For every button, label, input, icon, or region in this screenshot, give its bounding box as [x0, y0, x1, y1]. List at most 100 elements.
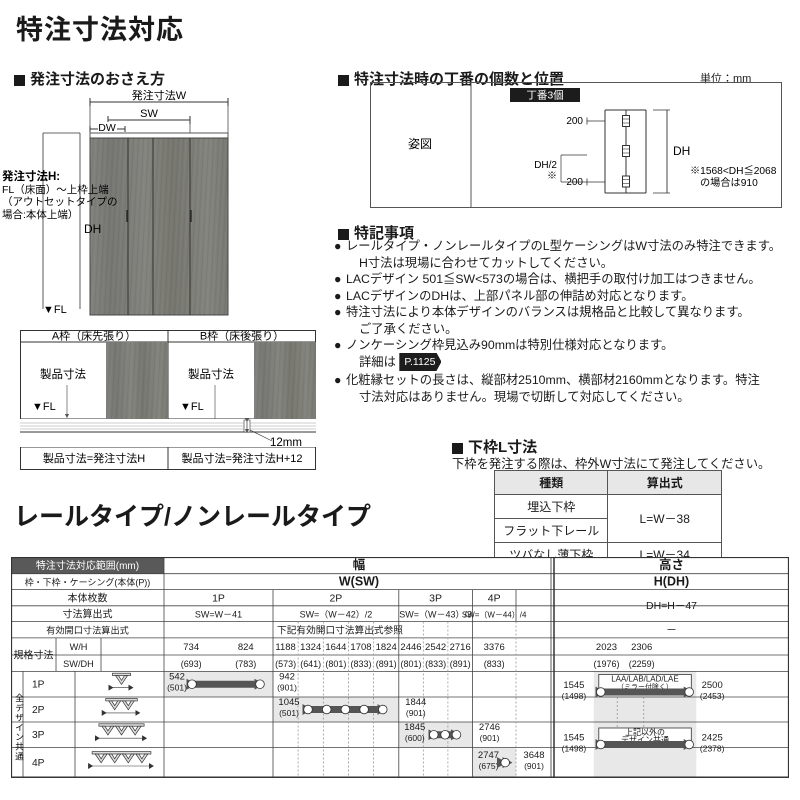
- svg-text:枠・下枠・ケーシング(本体(P)): 枠・下枠・ケーシング(本体(P)): [25, 576, 151, 587]
- svg-text:姿図: 姿図: [408, 137, 432, 151]
- svg-text:▼FL: ▼FL: [180, 401, 204, 413]
- svg-text:の場合は910: の場合は910: [700, 176, 758, 189]
- svg-text:W/H: W/H: [70, 642, 88, 652]
- svg-text:1545: 1545: [563, 680, 584, 691]
- svg-text:DH=H－47: DH=H－47: [646, 601, 697, 612]
- svg-text:3P: 3P: [429, 593, 442, 604]
- svg-text:(901): (901): [277, 683, 297, 693]
- svg-text:824: 824: [238, 642, 254, 653]
- svg-text:1708: 1708: [350, 642, 371, 653]
- svg-text:SW=（W－44）/4: SW=（W－44）/4: [462, 610, 527, 619]
- svg-text:▼FL: ▼FL: [32, 401, 56, 413]
- svg-text:1045: 1045: [278, 697, 299, 708]
- svg-text:(901): (901): [524, 761, 544, 771]
- svg-text:4P: 4P: [32, 758, 45, 769]
- svg-text:下記有効開口寸法算出式参照: 下記有効開口寸法算出式参照: [277, 623, 403, 636]
- svg-text:全デザイン共通: 全デザイン共通: [14, 692, 24, 761]
- svg-text:2P: 2P: [329, 593, 342, 604]
- svg-text:DW: DW: [98, 122, 116, 134]
- svg-text:(891): (891): [376, 659, 397, 669]
- svg-text:高さ: 高さ: [659, 557, 684, 572]
- svg-text:(833): (833): [425, 659, 446, 669]
- svg-text:542: 542: [169, 672, 185, 683]
- svg-text:－: －: [666, 624, 677, 636]
- svg-text:DH: DH: [84, 222, 101, 236]
- svg-text:1545: 1545: [563, 732, 584, 743]
- svg-text:(501): (501): [167, 683, 187, 693]
- svg-text:(573): (573): [275, 659, 296, 669]
- svg-text:(2259): (2259): [629, 659, 655, 669]
- svg-text:(891): (891): [450, 659, 471, 669]
- svg-text:(2453): (2453): [700, 691, 725, 701]
- svg-text:(1498): (1498): [562, 743, 587, 753]
- svg-text:LAA/LAB/LAD/LAE: LAA/LAB/LAD/LAE: [611, 674, 678, 683]
- svg-text:場合:本体上端）: 場合:本体上端）: [2, 208, 78, 221]
- svg-text:2542: 2542: [425, 642, 446, 653]
- svg-text:SW/DH: SW/DH: [63, 659, 94, 669]
- svg-text:※: ※: [547, 171, 557, 182]
- svg-text:(801): (801): [325, 659, 346, 669]
- svg-text:3648: 3648: [523, 750, 544, 761]
- svg-text:4P: 4P: [488, 593, 501, 604]
- svg-text:1324: 1324: [300, 642, 321, 653]
- svg-text:A枠（床先張り）: A枠（床先張り）: [52, 330, 136, 343]
- svg-text:(801): (801): [401, 659, 422, 669]
- svg-text:(2378): (2378): [700, 743, 725, 753]
- svg-text:SW=（W－42）/2: SW=（W－42）/2: [300, 609, 373, 619]
- svg-text:H(DH): H(DH): [654, 574, 689, 588]
- svg-text:2306: 2306: [631, 642, 652, 653]
- svg-text:丁番3個: 丁番3個: [526, 89, 563, 102]
- svg-text:SW: SW: [140, 108, 158, 120]
- svg-text:（アウトセットタイプの: （アウトセットタイプの: [2, 196, 118, 208]
- svg-text:製品寸法=発注寸法H: 製品寸法=発注寸法H: [43, 451, 145, 465]
- svg-text:2P: 2P: [32, 705, 45, 716]
- svg-text:12mm: 12mm: [270, 437, 302, 449]
- svg-text:(1976): (1976): [594, 659, 620, 669]
- svg-text:(641): (641): [300, 659, 321, 669]
- svg-text:※1568<DH≦2068: ※1568<DH≦2068: [690, 164, 777, 177]
- svg-text:200: 200: [566, 116, 583, 127]
- svg-text:▼FL: ▼FL: [43, 304, 67, 316]
- svg-text:(675): (675): [479, 761, 499, 771]
- svg-text:(833): (833): [351, 659, 372, 669]
- svg-text:(783): (783): [235, 659, 256, 669]
- svg-text:(901): (901): [480, 733, 500, 743]
- svg-text:(501): (501): [279, 708, 299, 718]
- svg-text:2500: 2500: [702, 680, 723, 691]
- svg-text:2446: 2446: [400, 642, 421, 653]
- svg-text:1P: 1P: [32, 680, 45, 691]
- svg-text:(693): (693): [181, 659, 202, 669]
- svg-text:(1498): (1498): [562, 691, 587, 701]
- svg-text:1644: 1644: [325, 642, 346, 653]
- svg-text:DH/2: DH/2: [534, 160, 557, 171]
- svg-text:(600): (600): [405, 733, 425, 743]
- svg-text:発注寸法H:: 発注寸法H:: [2, 169, 60, 183]
- svg-text:(901): (901): [406, 708, 426, 718]
- svg-text:2747: 2747: [478, 750, 499, 761]
- svg-text:製品寸法: 製品寸法: [188, 367, 234, 381]
- svg-text:幅: 幅: [353, 557, 365, 572]
- svg-text:FL（床面）～上枠上端: FL（床面）～上枠上端: [2, 183, 109, 196]
- svg-text:製品寸法: 製品寸法: [40, 367, 86, 381]
- svg-text:発注寸法W: 発注寸法W: [132, 90, 187, 102]
- svg-text:2023: 2023: [596, 642, 617, 653]
- svg-text:製品寸法=発注寸法H+12: 製品寸法=発注寸法H+12: [181, 451, 302, 465]
- svg-text:200: 200: [566, 177, 583, 188]
- svg-text:2716: 2716: [450, 642, 471, 653]
- svg-text:特注寸法対応範囲(mm): 特注寸法対応範囲(mm): [36, 559, 139, 572]
- svg-text:3376: 3376: [484, 642, 505, 653]
- svg-text:寸法算出式: 寸法算出式: [63, 607, 113, 620]
- svg-text:1P: 1P: [212, 593, 225, 604]
- svg-text:DH: DH: [673, 144, 690, 158]
- svg-text:734: 734: [183, 642, 199, 653]
- svg-text:1824: 1824: [376, 642, 397, 653]
- svg-text:規格寸法: 規格寸法: [14, 648, 54, 661]
- svg-text:2425: 2425: [702, 732, 723, 743]
- svg-text:2746: 2746: [479, 722, 500, 733]
- svg-text:1845: 1845: [404, 722, 425, 733]
- svg-text:3P: 3P: [32, 730, 45, 741]
- svg-text:有効開口寸法算出式: 有効開口寸法算出式: [46, 624, 129, 635]
- svg-text:(833): (833): [484, 659, 505, 669]
- svg-text:SW=W－41: SW=W－41: [195, 609, 242, 619]
- svg-text:W(SW): W(SW): [339, 574, 379, 588]
